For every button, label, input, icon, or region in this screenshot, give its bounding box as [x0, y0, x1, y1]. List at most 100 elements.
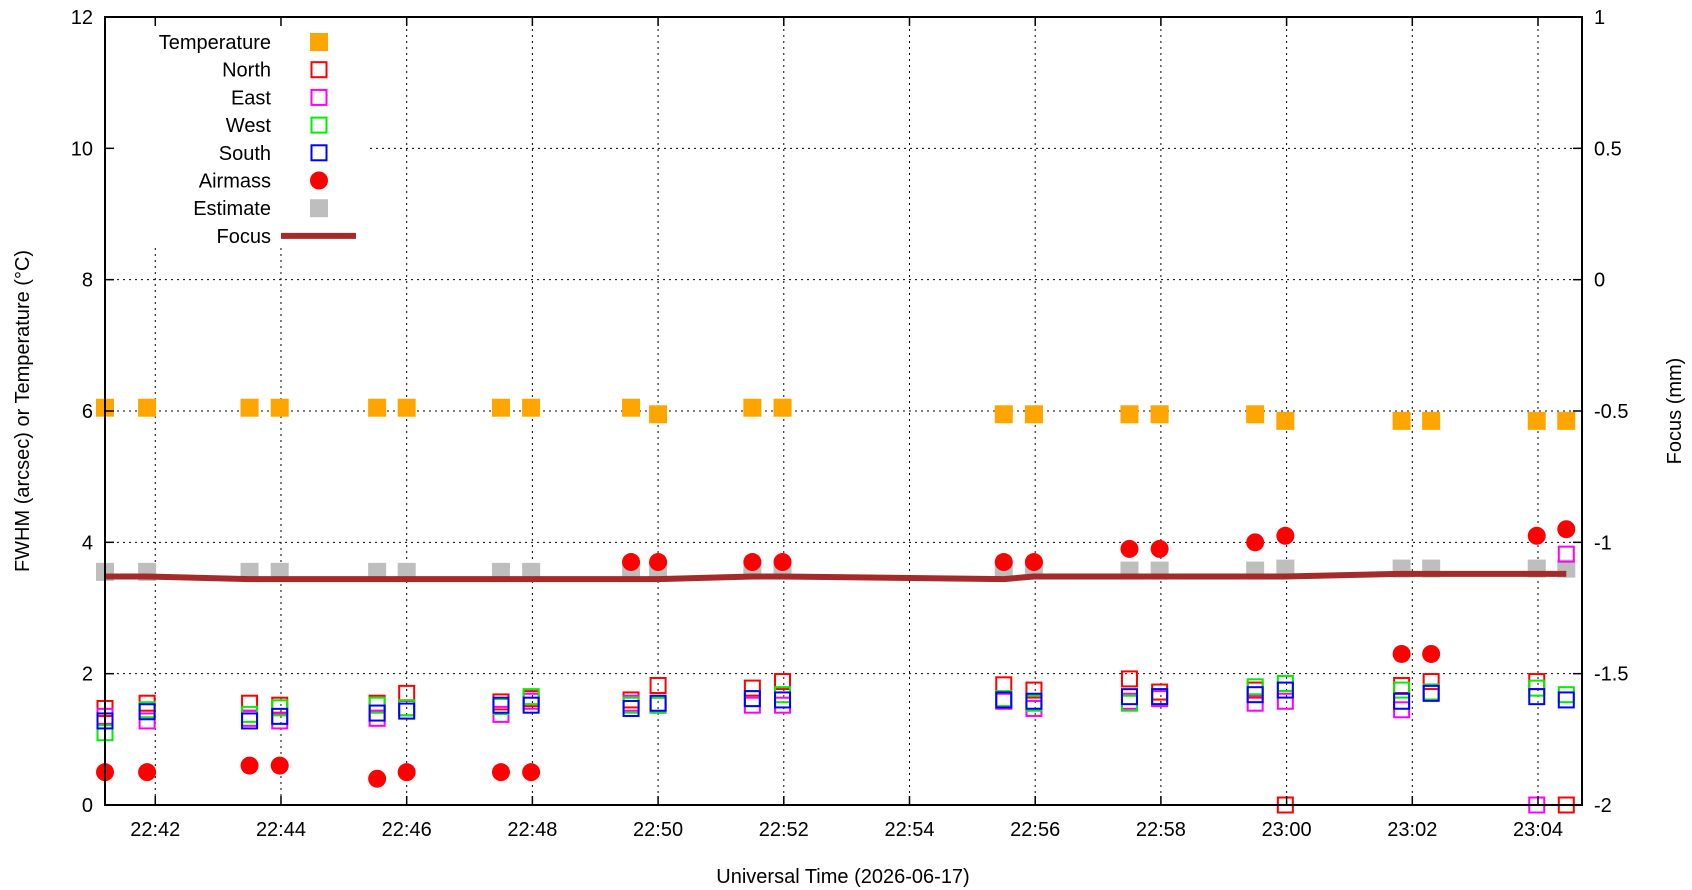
legend-swatch-estimate — [310, 199, 328, 218]
east-point — [774, 696, 792, 714]
axis-ticks: 22:42 22:44 22:46 22:48 22:50 22:52 22:54 22:56… — [71, 7, 1629, 841]
south-point — [271, 707, 289, 725]
x-tick-label: 22:48 — [507, 819, 557, 841]
airmass-point — [270, 756, 289, 775]
south-point — [622, 699, 640, 717]
north-point — [995, 676, 1013, 694]
x-tick-label: 22:46 — [382, 819, 432, 841]
x-tick-label: 23:04 — [1513, 819, 1563, 841]
temperature-point — [1120, 405, 1139, 424]
south-point — [743, 690, 761, 708]
airmass-point — [1276, 526, 1295, 545]
temperature-point — [491, 398, 510, 417]
x-tick-label: 22:42 — [130, 819, 180, 841]
airmass-point — [491, 763, 510, 782]
temperature-point — [397, 398, 416, 417]
temperature-point — [1150, 405, 1169, 424]
south-point — [1246, 686, 1264, 704]
south-point — [1025, 692, 1043, 710]
south-point — [1528, 688, 1546, 706]
y-tick-label: 12 — [71, 7, 93, 29]
y2-tick-label: 0 — [1594, 270, 1605, 292]
temperature-point — [773, 398, 792, 417]
temperature-point — [368, 398, 387, 417]
airmass-point — [368, 769, 387, 788]
legend-label-focus: Focus — [217, 226, 271, 248]
airmass-point — [1557, 520, 1576, 539]
temperature-point — [1557, 411, 1576, 430]
temperature-point — [1392, 411, 1411, 430]
east-point — [138, 712, 156, 730]
y2-tick-label: -2 — [1594, 795, 1612, 817]
south-point — [995, 691, 1013, 709]
temperature-point — [622, 398, 641, 417]
legend-label-airmass: Airmass — [199, 171, 271, 193]
south-point — [241, 712, 259, 730]
temperature-point — [743, 398, 762, 417]
temperature-point — [1024, 405, 1043, 424]
north-point — [1025, 681, 1043, 699]
x-tick-label: 23:02 — [1387, 819, 1437, 841]
south-point — [138, 703, 156, 721]
grid-lines — [105, 17, 1582, 805]
airmass-point — [138, 763, 157, 782]
south-point — [649, 694, 667, 712]
x-tick-label: 23:00 — [1262, 819, 1312, 841]
airmass-point — [397, 763, 416, 782]
airmass-point — [1392, 644, 1411, 663]
south-point — [1422, 684, 1440, 702]
south-point — [492, 696, 510, 714]
temperature-point — [240, 398, 259, 417]
temperature-point — [1246, 405, 1265, 424]
west-point — [1557, 686, 1575, 704]
legend-label-south: South — [219, 143, 271, 165]
x-tick-label: 22:44 — [256, 819, 306, 841]
south-point — [774, 691, 792, 709]
y-tick-label: 8 — [82, 270, 93, 292]
y-tick-label: 10 — [71, 138, 93, 160]
south-point — [1557, 691, 1575, 709]
legend-label-east: East — [231, 87, 271, 109]
north-point — [649, 676, 667, 694]
x-tick-label: 22:54 — [884, 819, 934, 841]
x-tick-label: 22:50 — [633, 819, 683, 841]
airmass-point — [1150, 539, 1169, 558]
legend-swatch-temperature — [310, 33, 328, 51]
north-point — [1422, 673, 1440, 691]
north-point — [1393, 676, 1411, 694]
temperature-point — [138, 398, 157, 417]
airmass-point — [1120, 539, 1139, 558]
south-point — [1393, 692, 1411, 710]
legend-swatch-west — [310, 116, 328, 134]
north-point — [1120, 670, 1138, 688]
legend-label-west: West — [226, 115, 272, 137]
airmass-point — [649, 553, 668, 572]
west-point — [522, 688, 540, 706]
x-tick-label: 22:52 — [759, 819, 809, 841]
temperature-point — [994, 405, 1013, 424]
north-point — [622, 691, 640, 709]
y-tick-label: 0 — [82, 795, 93, 817]
legend: Temperature North East West South Airmass Esti… — [159, 32, 356, 248]
west-point — [271, 699, 289, 717]
y2-axis-label: Focus (mm) — [1664, 358, 1686, 465]
y-axis-label: FWHM (arcsec) or Temperature (°C) — [12, 250, 34, 572]
estimate-point — [1276, 559, 1295, 578]
temperature-point — [1422, 411, 1441, 430]
north-point — [398, 684, 416, 702]
airmass-point — [994, 553, 1013, 572]
west-point — [1393, 681, 1411, 699]
airmass-point — [1024, 553, 1043, 572]
airmass-point — [1246, 533, 1265, 552]
east-point — [1246, 694, 1264, 712]
temperature-point — [522, 398, 541, 417]
temperature-point — [1276, 411, 1295, 430]
airmass-point — [773, 553, 792, 572]
legend-label-north: North — [222, 60, 271, 82]
temperature-point — [270, 398, 289, 417]
legend-swatch-east — [310, 88, 328, 106]
legend-swatch-south — [310, 144, 328, 162]
airmass-point — [1422, 644, 1441, 663]
y-tick-label: 6 — [82, 401, 93, 423]
